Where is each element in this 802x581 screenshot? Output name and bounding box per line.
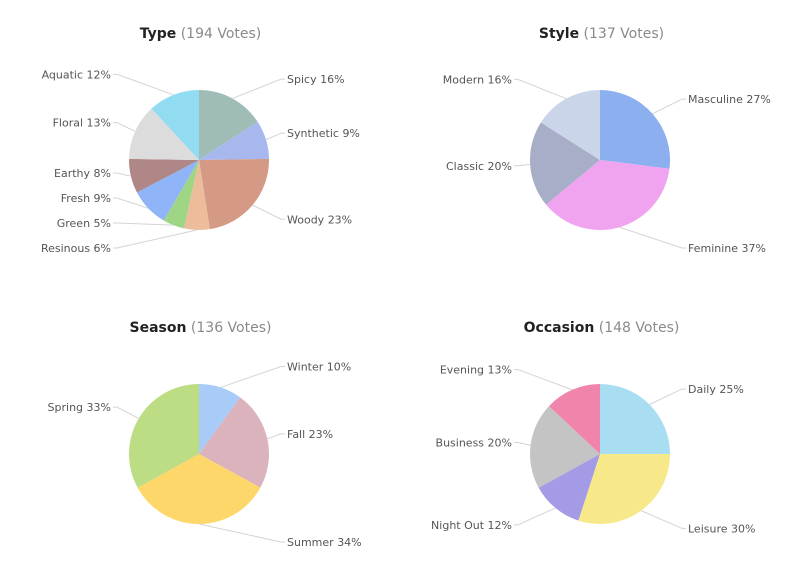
label-connector bbox=[652, 98, 686, 115]
chart-panel-season: Season (136 Votes) Winter 10% Fall 23% Sum… bbox=[0, 290, 401, 580]
label-connector bbox=[113, 197, 149, 209]
pie-slice-business[interactable] bbox=[530, 406, 600, 488]
chart-panel-style: Style (137 Votes) Masculine 27% Feminine … bbox=[401, 0, 802, 290]
slice-label-night-out: Night Out 12% bbox=[431, 519, 512, 532]
pie-slice-masculine[interactable] bbox=[600, 90, 671, 169]
pie-slice-modern[interactable] bbox=[540, 90, 600, 160]
pie-slice-green[interactable] bbox=[163, 160, 199, 229]
chart-panel-type: Type (194 Votes) Spicy 16% Synthetic 9% Wo… bbox=[0, 0, 401, 290]
pie-chart-occasion: Daily 25% Leisure 30% Night Out 12% Busines… bbox=[431, 364, 755, 536]
label-connector bbox=[252, 204, 285, 220]
slice-label-spicy: Spicy 16% bbox=[287, 73, 345, 86]
label-connector bbox=[220, 366, 285, 388]
chart-title: Season (136 Votes) bbox=[0, 320, 401, 336]
label-connectors bbox=[514, 78, 686, 249]
slice-label-evening: Evening 13% bbox=[440, 364, 512, 377]
slice-label-summer: Summer 34% bbox=[287, 536, 362, 549]
slice-label-classic: Classic 20% bbox=[446, 160, 512, 173]
label-connectors bbox=[113, 366, 285, 543]
slice-label-earthy: Earthy 8% bbox=[54, 167, 111, 180]
pie-slice-summer[interactable] bbox=[137, 454, 261, 524]
slice-label-floral: Floral 13% bbox=[53, 116, 111, 129]
chart-vote-count: (137 Votes) bbox=[583, 26, 665, 42]
pie-slice-spicy[interactable] bbox=[199, 89, 258, 160]
label-connector bbox=[113, 73, 174, 96]
chart-vote-count: (148 Votes) bbox=[598, 320, 680, 336]
chart-panel-occasion: Occasion (148 Votes) Daily 25% Leisure 30… bbox=[401, 290, 802, 580]
label-connector bbox=[267, 433, 285, 440]
pie-slice-classic[interactable] bbox=[529, 122, 600, 205]
slice-label-fall: Fall 23% bbox=[287, 428, 333, 441]
pie-slice-floral[interactable] bbox=[129, 108, 199, 160]
slice-label-spring: Spring 33% bbox=[48, 401, 111, 414]
slice-labels: Daily 25% Leisure 30% Night Out 12% Busines… bbox=[431, 364, 755, 536]
pie-slice-winter[interactable] bbox=[199, 384, 241, 454]
label-connector bbox=[619, 226, 686, 249]
pie-chart-style: Masculine 27% Feminine 37% Classic 20% Mode… bbox=[443, 73, 771, 255]
chart-title: Occasion (148 Votes) bbox=[401, 320, 802, 336]
slice-label-green: Green 5% bbox=[57, 217, 111, 230]
label-connector bbox=[514, 507, 556, 526]
pie-slice-fresh[interactable] bbox=[136, 160, 199, 221]
slice-label-resinous: Resinous 6% bbox=[41, 242, 111, 255]
pie-slice-aquatic[interactable] bbox=[151, 90, 199, 160]
chart-title-name: Season bbox=[129, 320, 187, 336]
label-connectors bbox=[113, 73, 285, 249]
label-connectors bbox=[514, 369, 686, 529]
slice-label-feminine: Feminine 37% bbox=[688, 242, 766, 255]
slice-label-aquatic: Aquatic 12% bbox=[42, 68, 111, 81]
label-connector bbox=[113, 229, 197, 249]
slice-label-daily: Daily 25% bbox=[688, 383, 744, 396]
pie-chart-type: Spicy 16% Synthetic 9% Woody 23% Resinous 6… bbox=[41, 68, 360, 255]
pie-slice-feminine[interactable] bbox=[546, 160, 670, 231]
pie-slice-night-out[interactable] bbox=[538, 454, 600, 521]
pie-slice-resinous[interactable] bbox=[183, 160, 210, 231]
pie-slice-daily[interactable] bbox=[600, 384, 670, 454]
slice-label-business: Business 20% bbox=[436, 436, 512, 449]
label-connector bbox=[514, 441, 531, 446]
chart-vote-count: (136 Votes) bbox=[190, 320, 272, 336]
label-connector bbox=[265, 132, 285, 141]
label-connector bbox=[514, 78, 567, 100]
pie-slices bbox=[129, 89, 269, 231]
slice-label-masculine: Masculine 27% bbox=[688, 93, 771, 106]
pie-slice-fall[interactable] bbox=[199, 397, 269, 488]
slice-labels: Winter 10% Fall 23% Summer 34% Spring 33% bbox=[48, 361, 362, 550]
chart-title: Style (137 Votes) bbox=[401, 26, 802, 42]
slice-labels: Spicy 16% Synthetic 9% Woody 23% Resinous 6… bbox=[41, 68, 360, 255]
slice-label-winter: Winter 10% bbox=[287, 361, 351, 374]
label-connector bbox=[113, 172, 132, 177]
label-connector bbox=[232, 78, 285, 99]
pie-slices bbox=[529, 90, 671, 231]
pie-slices bbox=[129, 384, 269, 524]
label-connector bbox=[113, 222, 174, 226]
label-connector bbox=[113, 406, 139, 419]
pie-slice-leisure[interactable] bbox=[578, 454, 670, 524]
pie-slice-spring[interactable] bbox=[129, 384, 199, 488]
pie-slices bbox=[530, 384, 670, 524]
label-connector bbox=[649, 388, 686, 405]
pie-slice-woody[interactable] bbox=[199, 158, 269, 230]
pie-slice-synthetic[interactable] bbox=[199, 121, 269, 160]
label-connector bbox=[113, 121, 136, 132]
slice-label-synthetic: Synthetic 9% bbox=[287, 127, 360, 140]
chart-title-name: Style bbox=[538, 26, 580, 42]
chart-title-name: Occasion bbox=[523, 320, 595, 336]
chart-vote-count: (194 Votes) bbox=[180, 26, 262, 42]
pie-slice-evening[interactable] bbox=[548, 384, 600, 454]
slice-label-fresh: Fresh 9% bbox=[61, 192, 111, 205]
slice-label-leisure: Leisure 30% bbox=[688, 522, 755, 535]
chart-title-name: Type bbox=[139, 26, 177, 42]
slice-label-woody: Woody 23% bbox=[287, 213, 352, 226]
label-connector bbox=[640, 510, 686, 529]
pie-slice-earthy[interactable] bbox=[129, 158, 199, 193]
pie-chart-season: Winter 10% Fall 23% Summer 34% Spring 33% bbox=[48, 361, 362, 550]
chart-title: Type (194 Votes) bbox=[0, 26, 401, 42]
slice-label-modern: Modern 16% bbox=[443, 73, 512, 86]
label-connector bbox=[514, 369, 573, 391]
slice-labels: Masculine 27% Feminine 37% Classic 20% Mode… bbox=[443, 73, 771, 255]
label-connector bbox=[198, 523, 285, 543]
label-connector bbox=[514, 163, 531, 167]
